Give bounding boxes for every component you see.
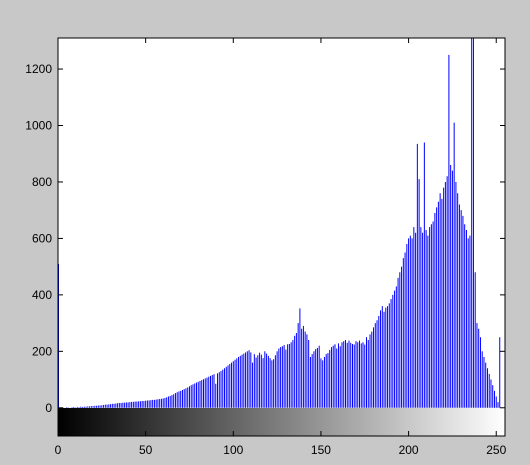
y-tick-label: 200 [32,344,52,358]
y-tick-label: 0 [45,401,52,415]
y-tick-label: 1200 [25,62,52,76]
x-tick-label: 150 [311,443,331,457]
y-tick-label: 600 [32,231,52,245]
x-tick-label: 50 [139,443,153,457]
x-tick-label: 200 [399,443,419,457]
x-tick-label: 250 [486,443,506,457]
x-tick-label: 0 [55,443,62,457]
y-tick-label: 800 [32,175,52,189]
x-tick-label: 100 [223,443,243,457]
x-axis-ticks: 0 50 100 150 200 250 [55,38,507,457]
plot-area [58,38,505,436]
y-axis-ticks: 0 200 400 600 800 1000 1200 [25,62,505,415]
histogram-bars [58,38,501,408]
y-tick-label: 400 [32,288,52,302]
grayscale-colorbar [58,408,505,436]
y-tick-label: 1000 [25,119,52,133]
plot-frame [57,37,506,437]
